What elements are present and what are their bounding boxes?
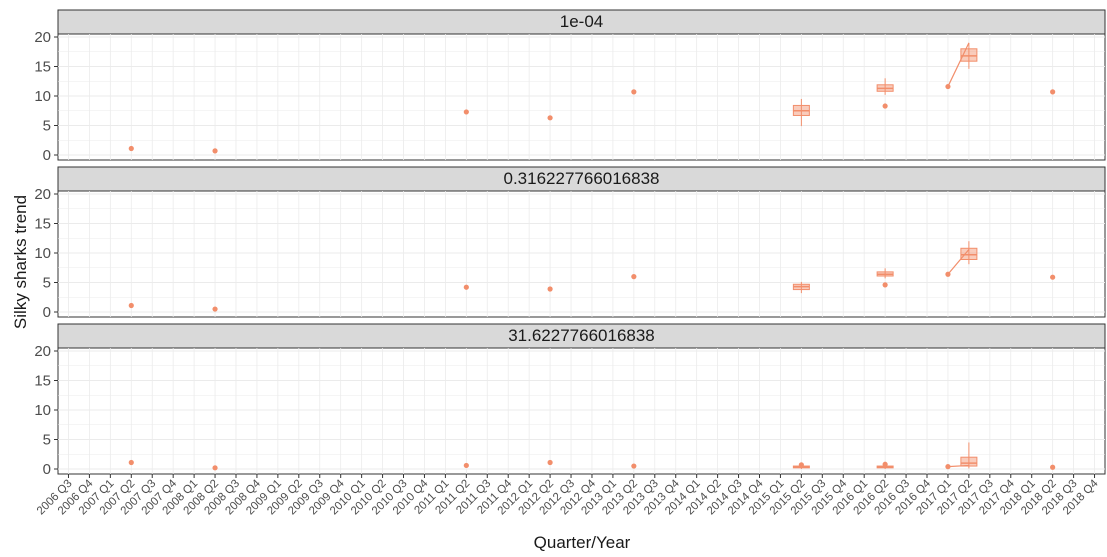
data-point [129, 146, 134, 151]
data-point [1050, 89, 1055, 94]
data-point [1050, 465, 1055, 470]
box-body [961, 49, 977, 61]
y-tick-label: 15 [34, 59, 51, 76]
y-tick-label: 15 [34, 373, 51, 390]
data-point [945, 464, 950, 469]
panel-2: 0.316227766016838 0 5 10 15 20 [34, 167, 1105, 321]
y-tick-label: 5 [43, 118, 51, 135]
y-tick-label: 20 [34, 343, 51, 360]
data-point [129, 460, 134, 465]
data-point [631, 463, 636, 468]
y-tick-label: 5 [43, 275, 51, 292]
data-point [547, 115, 552, 120]
data-point [464, 109, 469, 114]
box-body [961, 457, 977, 466]
panel-title: 0.316227766016838 [504, 169, 660, 188]
panel-title: 1e-04 [560, 12, 603, 31]
data-point [212, 465, 217, 470]
data-point [945, 84, 950, 89]
y-axis-title: Silky sharks trend [11, 195, 30, 329]
data-point [464, 463, 469, 468]
y-tick-label: 20 [34, 29, 51, 46]
y-tick-label: 0 [43, 147, 51, 164]
data-point [547, 286, 552, 291]
panel-title: 31.6227766016838 [508, 326, 655, 345]
y-tick-label: 15 [34, 216, 51, 233]
data-point [883, 282, 888, 287]
data-point [883, 462, 888, 467]
y-tick-label: 5 [43, 432, 51, 449]
data-point [129, 303, 134, 308]
data-point [631, 89, 636, 94]
y-tick-label: 10 [34, 88, 51, 105]
data-point [212, 306, 217, 311]
data-point [799, 462, 804, 467]
y-tick-label: 20 [34, 186, 51, 203]
box-body [961, 248, 977, 259]
y-tick-label: 0 [43, 461, 51, 478]
data-point [547, 460, 552, 465]
data-point [945, 272, 950, 277]
data-point [212, 148, 217, 153]
y-tick-label: 10 [34, 245, 51, 262]
panel-1: 1e-04 0 5 10 15 20 [34, 10, 1105, 164]
y-tick-label: 10 [34, 402, 51, 419]
data-point [1050, 275, 1055, 280]
data-point [464, 285, 469, 290]
data-point [883, 103, 888, 108]
panel-3: 31.6227766016838 0 5 10 15 20 [34, 324, 1105, 478]
x-axis-title: Quarter/Year [534, 533, 631, 552]
y-tick-label: 0 [43, 304, 51, 321]
data-point [631, 274, 636, 279]
panels: 1e-04051015200.3162277660168380510152031… [34, 10, 1105, 478]
